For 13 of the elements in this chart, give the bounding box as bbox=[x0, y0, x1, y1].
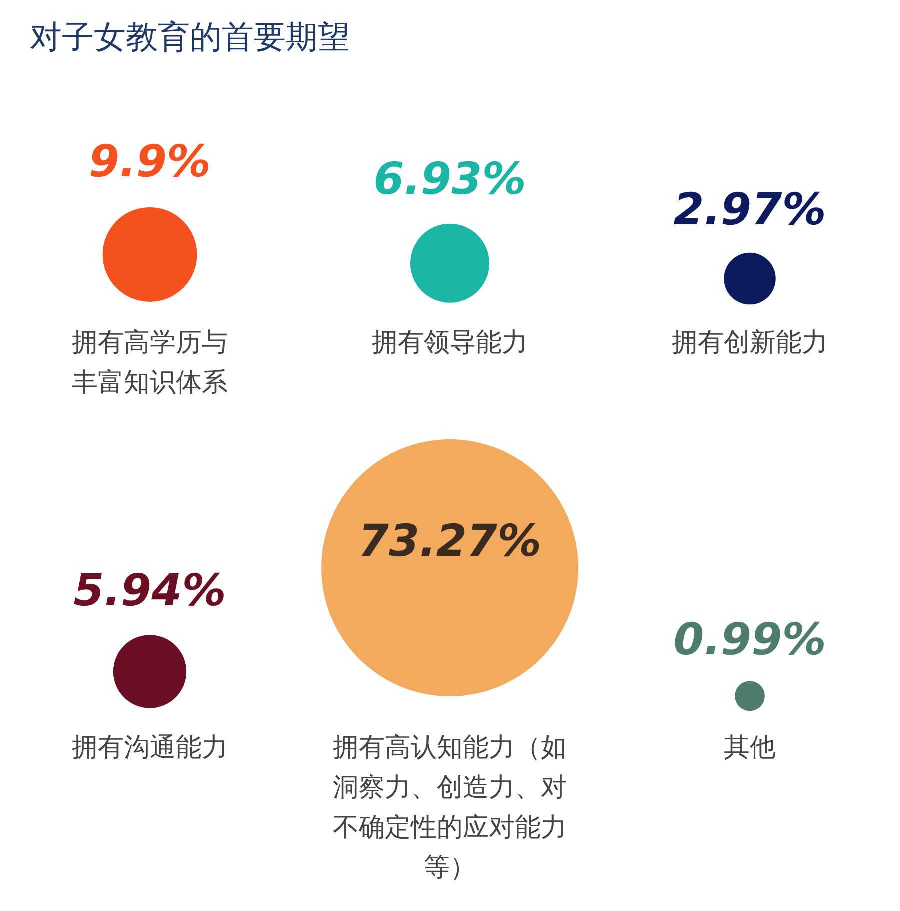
category-label: 拥有高认知能力（如洞察力、创造力、对不确定性的应对能力等） bbox=[333, 733, 567, 883]
data-label: 9.9% bbox=[88, 136, 212, 188]
category-label: 其他 bbox=[724, 733, 776, 763]
data-label: 73.27% bbox=[358, 516, 542, 567]
data-label: 6.93% bbox=[374, 154, 526, 205]
data-label: 0.99% bbox=[674, 614, 826, 666]
data-label: 5.94% bbox=[74, 565, 226, 616]
category-label: 拥有高学历与丰富知识体系 bbox=[72, 328, 228, 398]
category-label: 拥有领导能力 bbox=[372, 328, 528, 358]
category-label: 拥有沟通能力 bbox=[72, 733, 228, 763]
data-label: 2.97% bbox=[674, 184, 826, 236]
text: 对子女教育的首要期望 bbox=[30, 18, 350, 56]
category-label: 拥有创新能力 bbox=[672, 328, 828, 358]
